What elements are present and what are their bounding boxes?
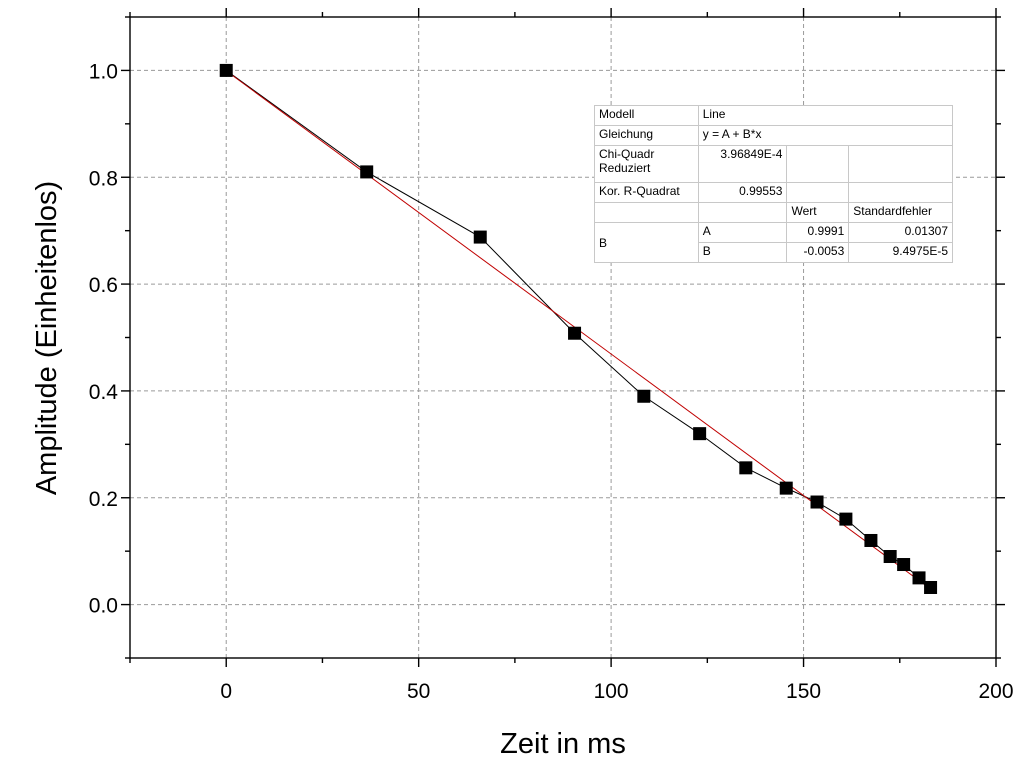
y-tick-label: 0.6 [89,274,118,297]
data-point [473,230,487,244]
empty-cell [786,145,850,183]
table-row: Chi-Quadr Reduziert 3.96849E-4 [594,145,953,183]
data-point [219,63,233,77]
data-point [810,495,824,509]
param-b-error: 9.4975E-5 [848,242,953,263]
empty-cell [786,182,850,203]
x-tick-label: 50 [407,680,430,703]
x-tick-label: 150 [786,680,821,703]
param-b-name: B [697,242,788,263]
x-tick-label: 0 [220,680,232,703]
series [219,63,938,594]
data-point [637,389,651,403]
tick-labels: 0 50 100 150 200 0.0 0.2 0.4 0.6 0.8 1.0 [89,60,1014,703]
data-point [839,512,853,526]
data-point [912,571,926,585]
table-row: Kor. R-Quadrat 0.99553 [594,182,953,203]
table-row: Modell Line [594,105,954,126]
empty-cell [594,202,699,223]
y-tick-label: 0.4 [89,381,119,404]
empty-cell [848,182,953,203]
r-square-label: Kor. R-Quadrat [594,182,699,203]
y-tick-label: 0.0 [89,595,118,618]
table-row: Wert Standardfehler [594,202,953,223]
model-label: Modell [594,105,699,126]
param-a-error: 0.01307 [848,222,953,243]
chi-square-label-line1: Chi-Quadr [599,147,655,161]
table-row: B A 0.9991 0.01307 [594,222,953,263]
chi-square-value: 3.96849E-4 [697,145,788,183]
chi-square-label: Chi-Quadr Reduziert [594,145,699,183]
data-point [779,481,793,495]
data-point [864,533,878,547]
table-row: Gleichung y = A + B*x [594,125,954,146]
data-point [693,427,707,441]
equation-value: y = A + B*x [697,125,954,146]
y-tick-label: 0.2 [89,488,118,511]
empty-cell [697,202,788,223]
x-axis-title: Zeit in ms [500,728,626,760]
param-group-label: B [594,222,699,263]
fit-results-table: Modell Line Gleichung y = A + B*x Chi-Qu… [594,105,954,263]
empty-cell [848,145,953,183]
model-value: Line [697,105,954,126]
data-point [568,326,582,340]
data-point [360,165,374,179]
data-point [924,580,938,594]
table-row: B -0.0053 9.4975E-5 [595,242,953,263]
param-b-value: -0.0053 [786,242,850,263]
x-tick-label: 100 [594,680,629,703]
column-header-error: Standardfehler [848,202,953,223]
data-point [883,550,897,564]
y-tick-label: 1.0 [89,60,118,83]
param-a-name: A [697,222,788,243]
column-header-value: Wert [786,202,850,223]
ticks [121,8,1005,667]
y-axis-title: Amplitude (Einheitenlos) [31,181,63,495]
chi-square-label-line2: Reduziert [599,161,651,175]
data-point [739,461,753,475]
r-square-value: 0.99553 [697,182,788,203]
x-tick-label: 200 [978,680,1013,703]
param-a-value: 0.9991 [786,222,850,243]
y-tick-label: 0.8 [89,167,118,190]
data-point [897,558,911,572]
equation-label: Gleichung [594,125,699,146]
